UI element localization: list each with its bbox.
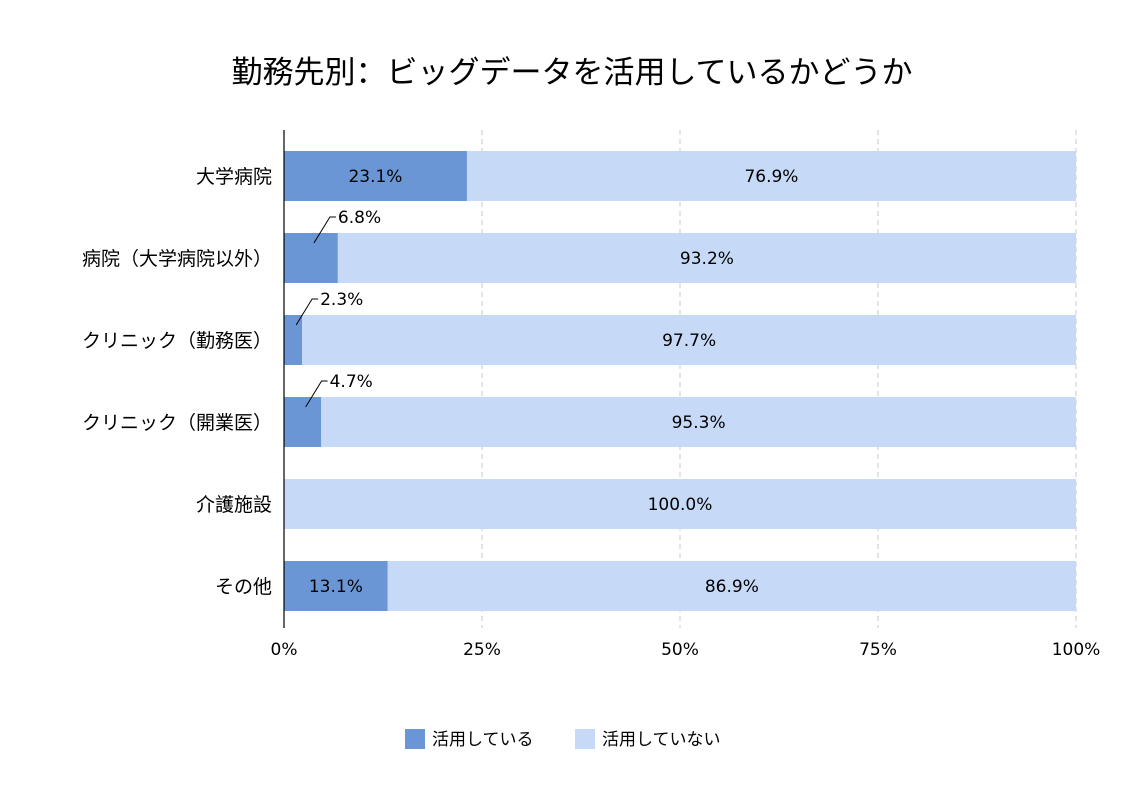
- bar-not-using: [387, 561, 1076, 611]
- data-label: 4.7%: [330, 372, 373, 392]
- leader-line: [313, 216, 336, 244]
- bar-not-using: [302, 315, 1076, 365]
- category-label: 介護施設: [196, 494, 272, 516]
- bar-not-using: [321, 397, 1076, 447]
- bar-not-using: [337, 233, 1077, 283]
- bar-using: [284, 397, 322, 447]
- data-label: 100.0%: [648, 495, 713, 515]
- bars: [284, 151, 1077, 611]
- chart-title: 勤務先別：ビッグデータを活用しているかどうか: [231, 55, 912, 91]
- data-labels: 23.1% 76.9% 6.8% 93.2% 2.3% 97.7% 4.7% 95.3% 100…: [295, 167, 798, 597]
- data-label: 23.1%: [348, 167, 402, 187]
- x-tick-label: 100%: [1052, 640, 1101, 660]
- bar-using: [284, 315, 303, 365]
- data-label: 93.2%: [680, 249, 734, 269]
- leader-line: [305, 380, 328, 408]
- category-label: 病院（大学病院以外）: [82, 248, 272, 270]
- legend-swatch: [575, 729, 595, 749]
- data-label: 86.9%: [705, 577, 759, 597]
- data-label: 95.3%: [672, 413, 726, 433]
- category-label: クリニック（勤務医）: [82, 330, 272, 352]
- bar-using: [284, 151, 467, 201]
- legend-label: 活用していない: [602, 730, 721, 750]
- data-label: 2.3%: [320, 290, 363, 310]
- legend: 活用している 活用していない: [405, 729, 721, 750]
- legend-swatch: [405, 729, 425, 749]
- category-label: 大学病院: [196, 166, 272, 188]
- data-label: 13.1%: [309, 577, 363, 597]
- x-tick-label: 0%: [271, 640, 298, 660]
- data-label: 6.8%: [338, 208, 381, 228]
- legend-label: 活用している: [432, 730, 534, 750]
- data-label: 97.7%: [662, 331, 716, 351]
- x-tick-label: 75%: [859, 640, 897, 660]
- bar-using: [284, 233, 338, 283]
- leader-line: [295, 298, 319, 326]
- category-label: クリニック（開業医）: [82, 412, 272, 434]
- bar-not-using: [284, 479, 1076, 529]
- x-tick-label: 25%: [463, 640, 501, 660]
- data-label: 76.9%: [744, 167, 798, 187]
- bar-not-using: [466, 151, 1076, 201]
- bar-using: [284, 561, 388, 611]
- x-tick-label: 50%: [661, 640, 699, 660]
- gridlines: [481, 130, 1077, 628]
- category-label: その他: [215, 576, 272, 598]
